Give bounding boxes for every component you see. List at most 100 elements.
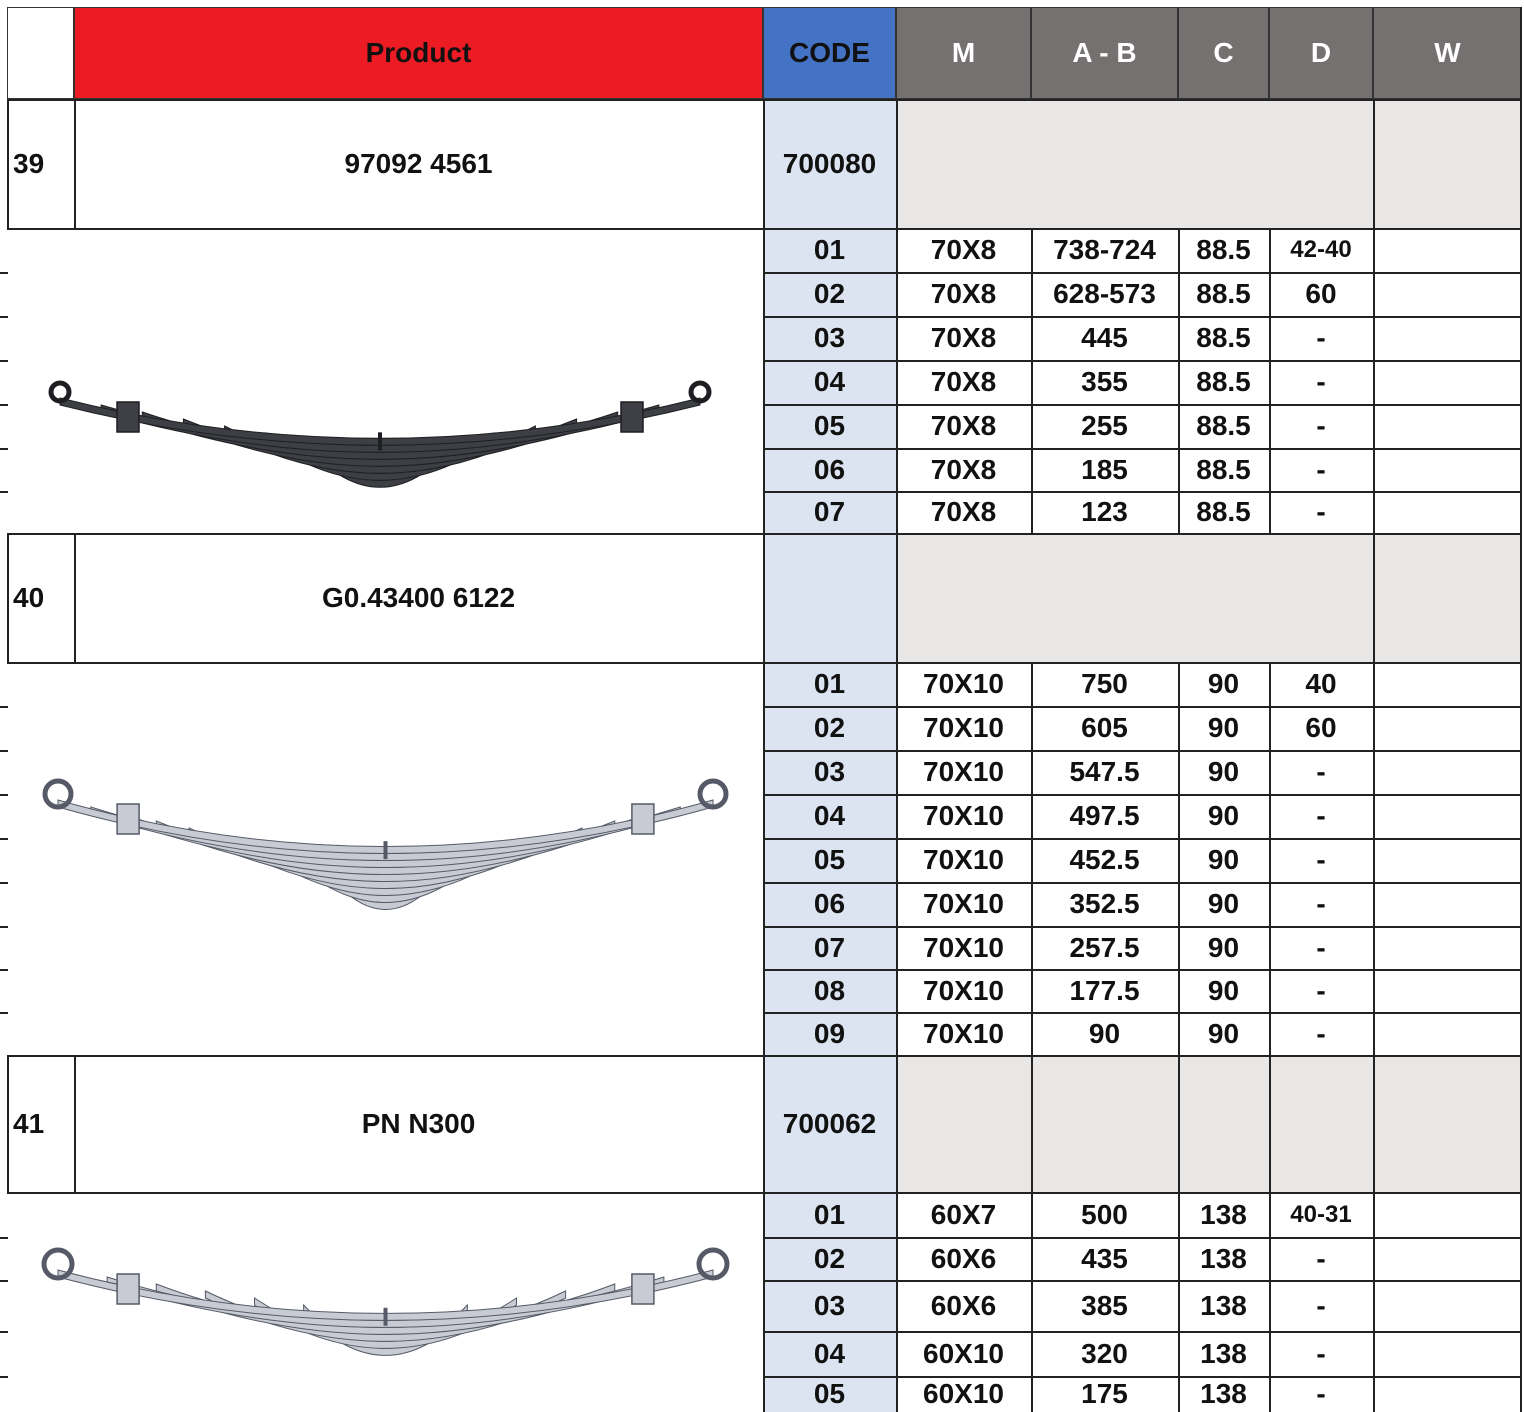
leaf-w-cell bbox=[1373, 750, 1522, 794]
leaf-w-cell bbox=[1373, 838, 1522, 882]
leaf-d-cell: - bbox=[1316, 800, 1326, 831]
leaf-c-cell: 90 bbox=[1207, 800, 1240, 831]
product-code bbox=[763, 533, 896, 662]
product-name: 97092 4561 bbox=[344, 147, 493, 179]
spring-clamp bbox=[620, 401, 644, 433]
leaf-c-cell: 88.5 bbox=[1196, 410, 1251, 441]
header-number-cell bbox=[7, 7, 74, 99]
leaf-c-cell: 90 bbox=[1207, 974, 1240, 1006]
grid-line bbox=[0, 750, 8, 752]
leaf-c-cell: 90 bbox=[1207, 756, 1240, 787]
spring-eye bbox=[697, 778, 729, 810]
grid-line bbox=[896, 533, 898, 662]
leaf-c-cell: 90 bbox=[1207, 1017, 1240, 1049]
leaf-m-cell: 70X8 bbox=[930, 234, 997, 265]
grid-line bbox=[0, 1237, 8, 1239]
grid-line bbox=[0, 706, 8, 708]
leaf-code-cell: 07 bbox=[813, 931, 846, 963]
leaf-w-cell bbox=[1373, 1376, 1522, 1412]
leaf-ab-cell: 385 bbox=[1081, 1289, 1128, 1321]
spring-clamp bbox=[116, 401, 140, 433]
product-name: PN N300 bbox=[361, 1107, 476, 1139]
leaf-ab-cell: 257.5 bbox=[1069, 931, 1140, 963]
grid-line bbox=[896, 99, 898, 228]
leaf-w-cell bbox=[1373, 448, 1522, 491]
leaf-c-cell: 88.5 bbox=[1196, 496, 1251, 527]
grid-line bbox=[763, 1192, 765, 1412]
leaf-d-cell: 40 bbox=[1305, 668, 1337, 699]
spring-clamp bbox=[116, 1273, 140, 1305]
leaf-code-cell: 01 bbox=[813, 1198, 846, 1230]
spring-eye bbox=[41, 1247, 75, 1281]
leaf-code-cell: 06 bbox=[813, 888, 846, 919]
leaf-w-cell bbox=[1373, 404, 1522, 448]
leaf-m-cell: 70X10 bbox=[923, 668, 1004, 699]
leaf-code-cell: 01 bbox=[813, 234, 846, 265]
leaf-m-cell: 60X6 bbox=[930, 1289, 997, 1321]
leaf-c-cell: 138 bbox=[1200, 1198, 1247, 1230]
spring-clamp bbox=[631, 803, 655, 835]
leaf-code-cell: 02 bbox=[813, 712, 846, 743]
grid-line bbox=[0, 926, 8, 928]
grid-line bbox=[1269, 662, 1271, 1055]
leaf-w-cell bbox=[1373, 272, 1522, 316]
leaf-m-cell: 70X8 bbox=[930, 496, 997, 527]
leaf-ab-cell: 497.5 bbox=[1069, 800, 1140, 831]
leaf-m-cell: 60X7 bbox=[930, 1198, 997, 1230]
leaf-d-cell: - bbox=[1316, 1017, 1326, 1049]
grid-line bbox=[763, 360, 1522, 362]
grid-line bbox=[1373, 228, 1375, 533]
leaf-w-cell bbox=[1373, 926, 1522, 969]
leaf-c-cell: 138 bbox=[1200, 1242, 1247, 1274]
grid-line bbox=[0, 360, 8, 362]
grid-line bbox=[1520, 7, 1522, 99]
product-code: 700080 bbox=[782, 147, 877, 179]
leaf-c-cell: 88.5 bbox=[1196, 322, 1251, 353]
leaf-d-cell: - bbox=[1316, 974, 1326, 1006]
grid-line bbox=[74, 1055, 76, 1192]
leaf-spring-dark-icon bbox=[48, 380, 712, 488]
leaf-m-cell: 60X10 bbox=[923, 1378, 1004, 1409]
leaf-ab-cell: 435 bbox=[1081, 1242, 1128, 1274]
leaf-w-cell bbox=[1373, 1331, 1522, 1376]
header-d: D bbox=[1269, 7, 1373, 99]
leaf-code-cell: 03 bbox=[813, 1289, 846, 1321]
leaf-c-cell: 90 bbox=[1207, 668, 1240, 699]
leaf-ab-cell: 445 bbox=[1081, 322, 1128, 353]
spring-eye bbox=[48, 380, 72, 404]
leaf-code-cell: 05 bbox=[813, 1378, 846, 1409]
grid-line bbox=[763, 969, 1522, 971]
leaf-c-cell: 138 bbox=[1200, 1289, 1247, 1321]
leaf-ab-cell: 123 bbox=[1081, 496, 1128, 527]
grid-line bbox=[763, 99, 765, 228]
leaf-w-cell bbox=[1373, 1237, 1522, 1280]
leaf-code-cell: 08 bbox=[813, 974, 846, 1006]
header-c: C bbox=[1178, 7, 1269, 99]
grid-line bbox=[1178, 228, 1180, 533]
leaf-m-cell: 70X8 bbox=[930, 453, 997, 485]
leaf-w-cell bbox=[1373, 491, 1522, 533]
leaf-ab-cell: 177.5 bbox=[1069, 974, 1140, 1006]
leaf-m-cell: 70X10 bbox=[923, 800, 1004, 831]
leaf-spring-light-icon bbox=[41, 1247, 730, 1356]
grid-line bbox=[1031, 228, 1033, 533]
grid-line bbox=[1178, 1055, 1180, 1192]
grid-line bbox=[896, 1192, 898, 1412]
leaf-d-cell: - bbox=[1316, 366, 1326, 397]
grid-line bbox=[0, 272, 8, 274]
header-m: M bbox=[896, 7, 1031, 99]
product-row-fill bbox=[896, 1055, 1522, 1192]
leaf-w-cell bbox=[1373, 360, 1522, 404]
grid-line bbox=[763, 706, 1522, 708]
grid-line bbox=[763, 228, 765, 533]
grid-line bbox=[1520, 662, 1522, 1055]
leaf-d-cell: - bbox=[1316, 322, 1326, 353]
grid-line bbox=[0, 404, 8, 406]
grid-line bbox=[763, 1237, 1522, 1239]
spring-leaf bbox=[59, 397, 701, 446]
leaf-d-cell: - bbox=[1316, 410, 1326, 441]
header-product: Product bbox=[74, 7, 763, 99]
code-column-fill bbox=[763, 1055, 896, 1412]
grid-line bbox=[1269, 1055, 1271, 1192]
grid-line bbox=[763, 448, 1522, 450]
